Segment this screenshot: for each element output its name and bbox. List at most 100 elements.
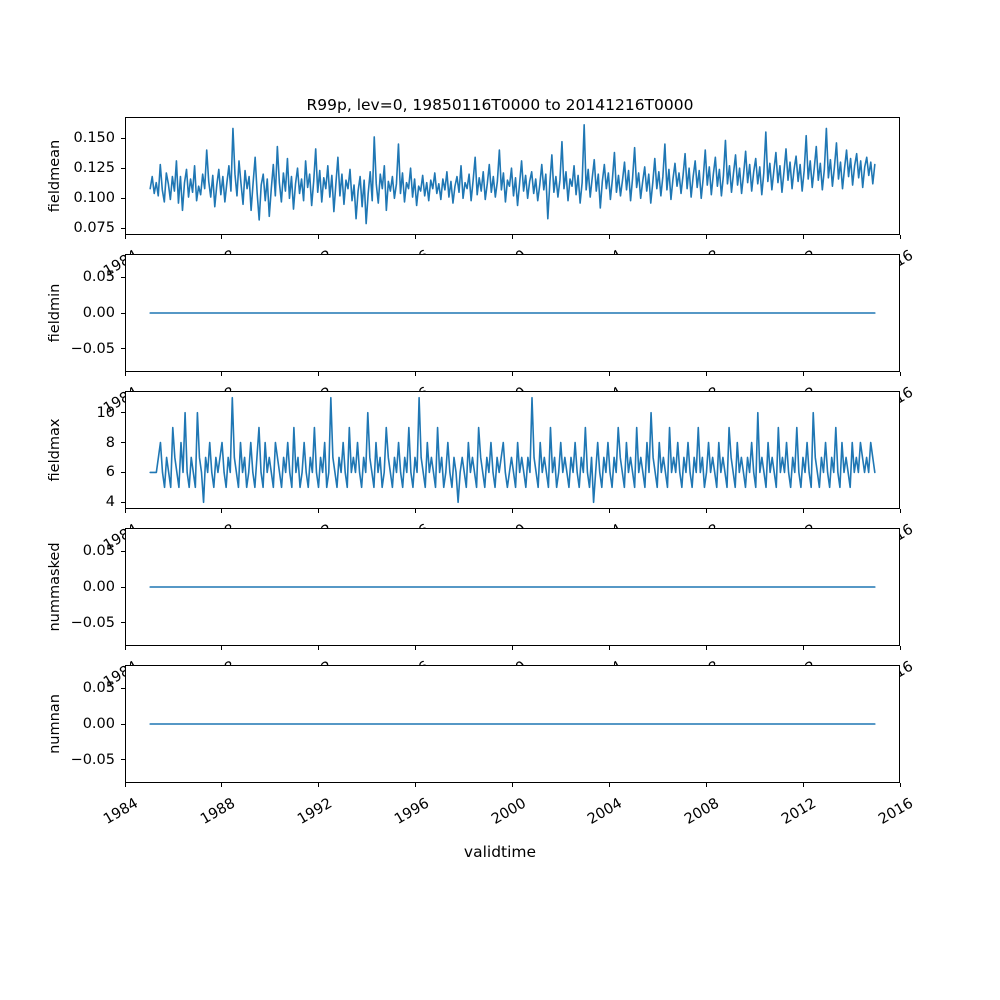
x-tick-label: 2016	[876, 795, 916, 828]
y-axis-label-fieldmin: fieldmin	[47, 283, 63, 343]
plot-canvas	[125, 391, 900, 509]
x-tick-mark	[124, 783, 126, 787]
x-tick-mark	[705, 509, 707, 513]
x-tick-mark	[802, 509, 804, 513]
y-tick-mark	[121, 227, 125, 229]
subplot-fieldmax	[121, 391, 901, 513]
x-tick-mark	[608, 372, 610, 376]
y-tick-mark	[121, 723, 125, 725]
x-tick-label: 2000	[488, 795, 529, 828]
x-tick-mark	[512, 509, 514, 513]
x-tick-mark	[802, 235, 804, 239]
x-tick-mark	[608, 646, 610, 650]
y-tick-mark	[121, 622, 125, 624]
x-tick-mark	[415, 235, 417, 239]
y-tick-mark	[121, 501, 125, 503]
x-tick-mark	[124, 509, 126, 513]
x-tick-mark	[705, 783, 707, 787]
x-tick-mark	[221, 372, 223, 376]
y-tick-mark	[121, 312, 125, 314]
y-axis-label-nummasked: nummasked	[47, 542, 63, 632]
x-tick-mark	[899, 372, 901, 376]
x-tick-mark	[705, 646, 707, 650]
x-tick-mark	[512, 646, 514, 650]
x-tick-mark	[802, 372, 804, 376]
plot-canvas	[125, 254, 900, 372]
x-tick-mark	[318, 783, 320, 787]
y-tick-label: 0.05	[82, 543, 115, 560]
y-tick-mark	[121, 167, 125, 169]
x-tick-mark	[221, 509, 223, 513]
x-tick-label: 2008	[682, 795, 723, 828]
x-tick-mark	[124, 646, 126, 650]
subplot-fieldmean	[121, 117, 901, 239]
y-axis-label-numnan: numnan	[47, 694, 63, 754]
y-tick-mark	[121, 442, 125, 444]
y-tick-label: −0.05	[70, 614, 115, 631]
y-tick-label: 10	[96, 404, 115, 421]
y-tick-label: 0.125	[73, 160, 115, 177]
y-tick-label: 0.00	[82, 716, 115, 732]
x-tick-mark	[512, 372, 514, 376]
x-tick-mark	[415, 646, 417, 650]
subplot-numnan	[121, 665, 901, 787]
y-tick-mark	[121, 471, 125, 473]
y-tick-label: 0.00	[82, 579, 115, 595]
x-tick-mark	[899, 646, 901, 650]
x-tick-label: 2012	[779, 795, 820, 828]
x-tick-label: 1988	[197, 795, 238, 828]
y-tick-label: 0.075	[73, 220, 115, 237]
subplot-nummasked	[121, 528, 901, 650]
y-tick-label: 0.05	[82, 269, 115, 286]
x-tick-mark	[705, 372, 707, 376]
x-axis-label: validtime	[463, 843, 537, 861]
y-tick-mark	[121, 586, 125, 588]
x-tick-label: 1992	[294, 795, 335, 828]
y-tick-label: 4	[105, 494, 115, 511]
y-tick-mark	[121, 687, 125, 689]
axes-frame	[125, 391, 900, 509]
y-tick-label: −0.05	[70, 340, 115, 357]
x-tick-mark	[318, 372, 320, 376]
y-tick-mark	[121, 550, 125, 552]
x-tick-mark	[802, 646, 804, 650]
y-tick-label: 8	[105, 434, 115, 451]
x-tick-label: 1984	[101, 795, 141, 828]
x-tick-mark	[221, 783, 223, 787]
y-tick-mark	[121, 759, 125, 761]
x-tick-mark	[608, 235, 610, 239]
figure-title: R99p, lev=0, 19850116T0000 to 20141216T0…	[306, 96, 694, 114]
x-tick-mark	[221, 646, 223, 650]
x-tick-mark	[124, 235, 126, 239]
y-axis-label-fieldmean: fieldmean	[47, 139, 63, 213]
x-tick-label: 2004	[585, 795, 626, 828]
y-axis-label-fieldmax: fieldmax	[47, 418, 63, 482]
x-tick-mark	[124, 372, 126, 376]
y-tick-mark	[121, 137, 125, 139]
x-tick-mark	[899, 235, 901, 239]
x-tick-mark	[899, 509, 901, 513]
x-tick-label: 1996	[391, 795, 432, 828]
x-tick-mark	[705, 235, 707, 239]
y-tick-mark	[121, 197, 125, 199]
x-tick-mark	[318, 646, 320, 650]
series-line-fieldmax	[150, 398, 875, 503]
subplot-fieldmin	[121, 254, 901, 376]
y-tick-mark	[121, 412, 125, 414]
plot-canvas	[125, 665, 900, 783]
x-tick-mark	[608, 783, 610, 787]
x-tick-mark	[899, 783, 901, 787]
x-tick-mark	[512, 235, 514, 239]
y-tick-label: −0.05	[70, 751, 115, 768]
series-line-fieldmean	[150, 125, 875, 224]
x-tick-mark	[415, 783, 417, 787]
y-tick-mark	[121, 348, 125, 350]
y-tick-label: 0.00	[82, 305, 115, 321]
y-tick-label: 6	[105, 464, 115, 481]
x-tick-mark	[415, 509, 417, 513]
plot-canvas	[125, 528, 900, 646]
y-tick-label: 0.100	[73, 190, 115, 207]
x-tick-mark	[221, 235, 223, 239]
y-tick-mark	[121, 276, 125, 278]
